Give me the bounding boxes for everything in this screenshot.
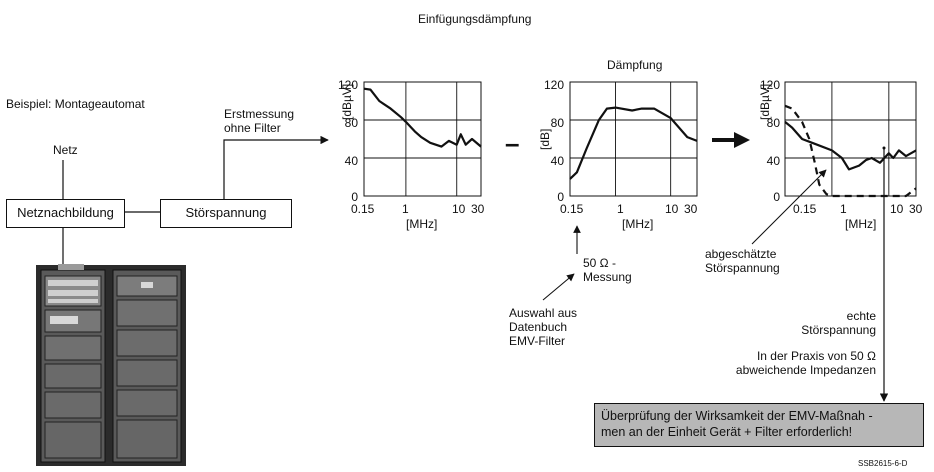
chart2-ytick: 80 (550, 116, 564, 130)
chart-estimated-noise (784, 81, 917, 198)
ohm-note-line-1: 50 Ω - (583, 256, 616, 270)
auswahl-arrow (542, 273, 575, 301)
echte-line-2: Störspannung (801, 323, 876, 337)
abgeschaetzte-line-1: abgeschätzte (705, 247, 777, 261)
chart3-ytick: 0 (773, 190, 780, 204)
chart1-xtick: 30 (471, 202, 485, 216)
series-line (784, 121, 917, 171)
control-cabinet-illustration (36, 264, 186, 466)
auswahl-line-2: Datenbuch (509, 320, 568, 334)
ohm-measurement-note: 50 Ω - Messung (583, 256, 632, 284)
result-line-1: Überprüfung der Wirksamkeit der EMV-Maßn… (601, 409, 873, 423)
figure-id: SSB2615-6-D (858, 459, 908, 468)
chart2-title: Dämpfung (607, 58, 663, 72)
diagram-title: Einfügungsdämpfung (418, 12, 532, 26)
chart2-xlabel: [MHz] (622, 217, 654, 231)
chart2-xtick: 1 (617, 202, 624, 216)
chart2-ytick: 40 (550, 154, 564, 168)
chart-frame (569, 81, 698, 197)
chart2-xtick: 30 (684, 202, 698, 216)
chart-noise-without-filter (363, 81, 482, 197)
netz-label: Netz (53, 143, 78, 157)
praxis-note: In der Praxis von 50 Ω abweichende Imped… (696, 349, 876, 377)
echte-note: echte Störspannung (776, 309, 876, 337)
erstmessung-line-1: Erstmessung (224, 107, 295, 121)
result-arrow-head (734, 132, 750, 148)
chart2-xtick: 0.15 (560, 202, 584, 216)
series-line-dashed (784, 104, 917, 198)
result-box: Überprüfung der Wirksamkeit der EMV-Maßn… (594, 403, 924, 447)
auswahl-note: Auswahl aus Datenbuch EMV-Filter (509, 306, 577, 348)
chart-attenuation (569, 81, 698, 197)
chart-frame (363, 81, 482, 197)
chart3-ytick: 80 (766, 116, 780, 130)
praxis-line-2: abweichende Impedanzen (735, 363, 876, 377)
abgeschaetzte-line-2: Störspannung (705, 261, 780, 275)
auswahl-line-3: EMV-Filter (509, 334, 566, 348)
abgeschaetzte-note: abgeschätzte Störspannung (705, 247, 780, 275)
chart1-xtick: 0.15 (351, 202, 375, 216)
series-line (569, 106, 698, 180)
result-line-2: men an der Einheit Gerät + Filter erford… (601, 425, 853, 439)
chart1-ytick: 40 (344, 154, 358, 168)
series-line (363, 87, 482, 148)
auswahl-line-1: Auswahl aus (509, 306, 578, 320)
chart3-xlabel: [MHz] (845, 217, 877, 231)
chart3-xtick: 30 (909, 202, 923, 216)
chart3-xtick: 1 (840, 202, 847, 216)
chart1-xlabel: [MHz] (406, 217, 438, 231)
measurement-arrow (223, 135, 329, 199)
chart1-xtick: 1 (402, 202, 409, 216)
erstmessung-line-2: ohne Filter (224, 121, 281, 135)
chart1-ytick: 0 (351, 190, 358, 204)
example-label: Beispiel: Montageautomat (6, 97, 145, 111)
chart1-ytick: 80 (344, 116, 358, 130)
chart3-xtick: 0.15 (793, 202, 817, 216)
chart3-xtick: 10 (890, 202, 904, 216)
erstmessung-label: Erstmessung ohne Filter (224, 107, 294, 135)
netznachbildung-box: Netznachbildung (6, 199, 125, 228)
stoerspannung-box: Störspannung (160, 199, 292, 228)
chart2-ytick: 120 (543, 78, 564, 92)
ohm-note-line-2: Messung (583, 270, 632, 284)
abgeschaetzte-arrow (751, 169, 827, 245)
echte-line-1: echte (846, 309, 876, 323)
chart3-ytick: 40 (766, 154, 780, 168)
chart1-xtick: 10 (452, 202, 466, 216)
minus-symbol: – (505, 128, 520, 158)
chart1-ytick: 120 (337, 78, 358, 92)
chart3-ytick: 120 (759, 78, 780, 92)
chart2-xtick: 10 (665, 202, 679, 216)
praxis-line-1: In der Praxis von 50 Ω (756, 349, 876, 363)
echte-arrow-origin (882, 146, 886, 150)
chart2-ytick: 0 (557, 190, 564, 204)
